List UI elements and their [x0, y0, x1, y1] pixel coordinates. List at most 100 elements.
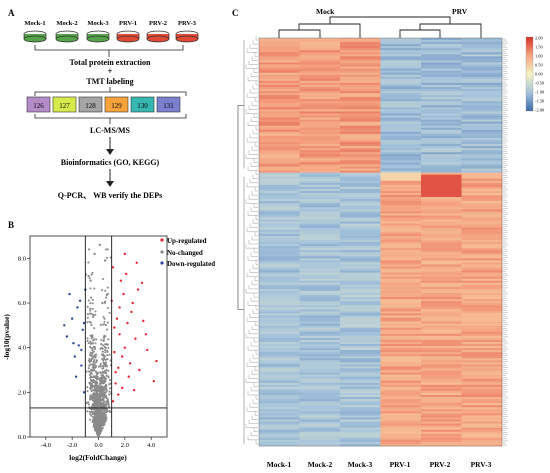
heatmap-cell [259, 248, 300, 250]
point-no-change [95, 424, 97, 426]
heatmap-cell [300, 377, 341, 379]
heatmap-cell [462, 232, 503, 234]
point-no-change [99, 397, 101, 399]
point-no-change [101, 302, 103, 304]
heatmap-cell [381, 228, 422, 230]
heatmap-cell [462, 113, 503, 115]
heatmap-cell [421, 254, 462, 256]
point-no-change [89, 308, 91, 310]
heatmap-cell [462, 252, 503, 254]
sample-row: Mock-1 Mock-2 Mock-3 PRV-1 PRV-2 PRV-3 [24, 20, 198, 42]
heatmap-cell [300, 146, 341, 148]
point-down [68, 293, 70, 295]
heatmap-cell [259, 377, 300, 379]
tmt-tag-label: 126 [33, 102, 44, 110]
heatmap-cell [462, 116, 503, 118]
heatmap-cell [259, 403, 300, 405]
heatmap-cell [381, 317, 422, 319]
point-no-change [109, 387, 111, 389]
heatmap-cell [421, 275, 462, 277]
point-up [122, 293, 124, 295]
heatmap-cell [259, 187, 300, 189]
point-no-change [89, 279, 91, 281]
heatmap-cell [381, 285, 422, 287]
heatmap-cell [421, 89, 462, 91]
heatmap-cell [259, 352, 300, 354]
heatmap-cell [421, 393, 462, 395]
heatmap-cell [300, 213, 341, 215]
point-no-change [106, 411, 108, 413]
heatmap-cell [300, 266, 341, 268]
heatmap-cell [259, 175, 300, 177]
heatmap-col-label: PRV-1 [390, 460, 411, 469]
heatmap-cell [381, 73, 422, 75]
heatmap-cell [381, 348, 422, 350]
heatmap-cell [421, 38, 462, 40]
heatmap-cell [259, 342, 300, 344]
point-no-change [88, 367, 90, 369]
heatmap-cell [421, 122, 462, 124]
dish-bottom [24, 36, 46, 42]
heatmap-cell [300, 195, 341, 197]
heatmap-cell [462, 315, 503, 317]
heatmap-cell [462, 99, 503, 101]
color-scale-tick-label: -1.50 [535, 99, 545, 104]
heatmap-cell [421, 383, 462, 385]
heatmap-cell [462, 375, 503, 377]
heatmap-cell [340, 236, 381, 238]
heatmap-cell [259, 405, 300, 407]
point-no-change [93, 287, 95, 289]
heatmap-cell [421, 271, 462, 273]
volcano-ylabel: -log10(pvalue) [2, 314, 11, 360]
heatmap-cell [421, 87, 462, 89]
heatmap-cell [300, 391, 341, 393]
heatmap-cell [300, 171, 341, 173]
heatmap-cell [300, 97, 341, 99]
heatmap-cell [462, 322, 503, 324]
heatmap-cell [381, 197, 422, 199]
heatmap-cell [340, 124, 381, 126]
heatmap-cell [300, 262, 341, 264]
point-no-change [97, 432, 99, 434]
heatmap-cell [381, 118, 422, 120]
heatmap-cell [421, 389, 462, 391]
point-no-change [93, 360, 95, 362]
heatmap-cell [300, 99, 341, 101]
heatmap-cell [259, 271, 300, 273]
heatmap-cell [340, 381, 381, 383]
heatmap-cell [462, 46, 503, 48]
heatmap-cell [462, 79, 503, 81]
point-no-change [106, 358, 108, 360]
y-tick-label: 8.0 [18, 255, 26, 262]
heatmap-cell [340, 385, 381, 387]
heatmap-cell [381, 205, 422, 207]
heatmap-cell [340, 150, 381, 152]
heatmap-cell [259, 373, 300, 375]
heatmap-cell [421, 173, 462, 175]
heatmap-cell [462, 336, 503, 338]
heatmap-cell [381, 154, 422, 156]
heatmap-cell [421, 203, 462, 205]
heatmap-cell [340, 128, 381, 130]
heatmap-cell [340, 224, 381, 226]
heatmap-cell [381, 407, 422, 409]
heatmap-cell [462, 413, 503, 415]
point-no-change [100, 363, 102, 365]
heatmap-cell [259, 236, 300, 238]
point-no-change [95, 372, 97, 374]
heatmap-cell [381, 38, 422, 40]
heatmap-cell [381, 238, 422, 240]
heatmap-cell [300, 422, 341, 424]
heatmap-cell [340, 187, 381, 189]
heatmap-cell [381, 48, 422, 50]
point-no-change [102, 354, 104, 356]
heatmap-cell [381, 146, 422, 148]
heatmap-cell [259, 275, 300, 277]
point-no-change [92, 364, 94, 366]
heatmap-cell [300, 254, 341, 256]
heatmap-cell [259, 285, 300, 287]
heatmap-cell [381, 354, 422, 356]
heatmap-cell [340, 218, 381, 220]
heatmap-cell [421, 340, 462, 342]
heatmap-cell [340, 169, 381, 171]
